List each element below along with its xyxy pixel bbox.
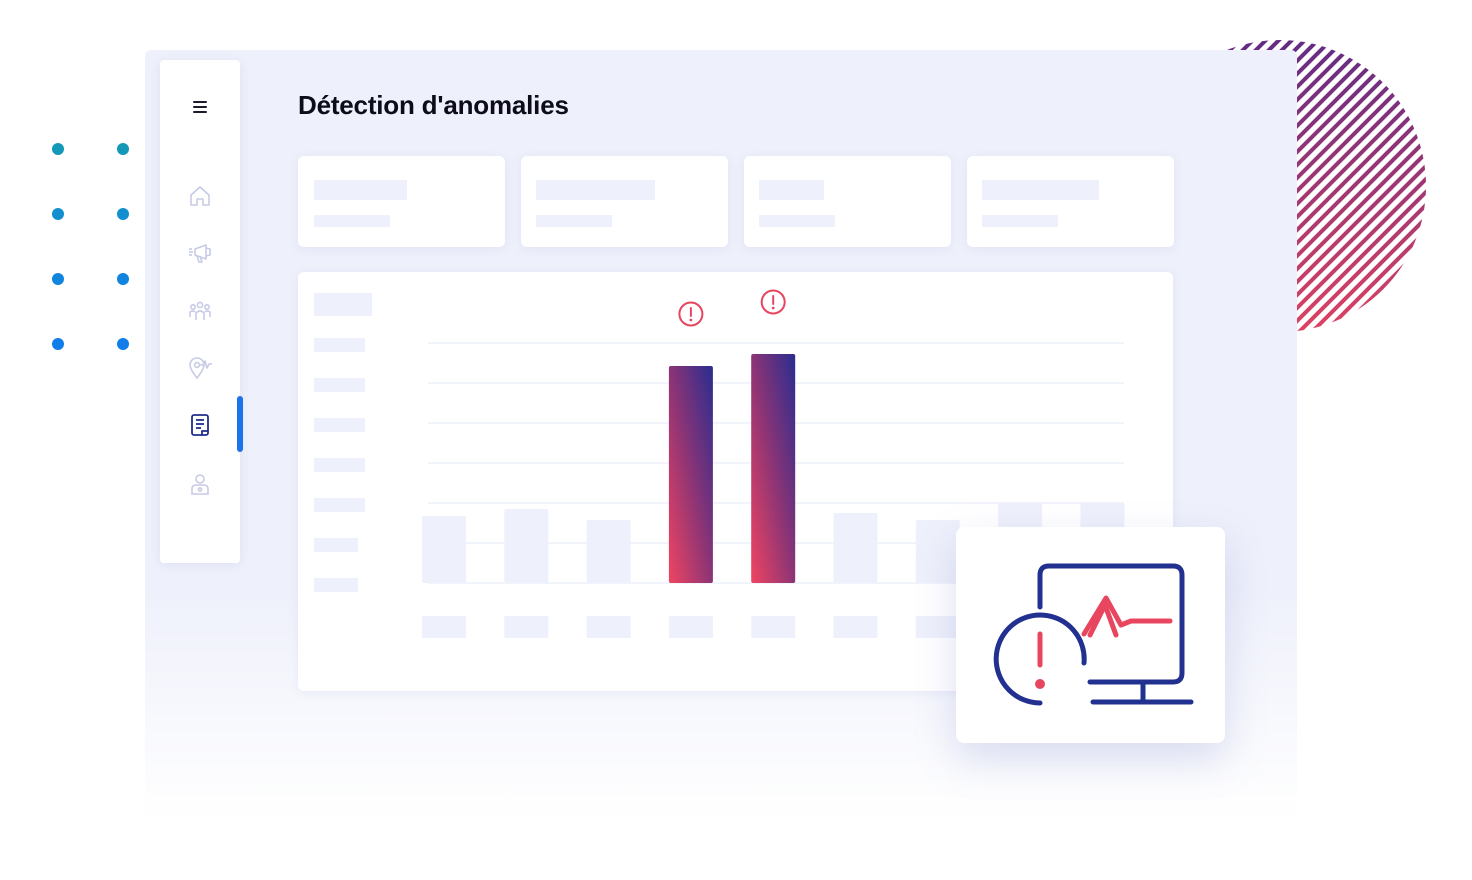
dot <box>52 273 64 285</box>
dot <box>52 143 64 155</box>
megaphone-icon[interactable] <box>186 239 214 267</box>
x-tick-label <box>751 616 796 638</box>
home-icon[interactable] <box>186 182 214 210</box>
stripe-line <box>1308 40 1426 332</box>
x-tick-label <box>915 616 960 638</box>
alert-icon <box>678 301 704 327</box>
bar <box>915 520 960 583</box>
location-pulse-icon[interactable] <box>186 354 214 382</box>
kpi-card[interactable] <box>967 156 1174 247</box>
y-tick-label <box>314 538 358 552</box>
kpi-value-placeholder <box>982 215 1058 227</box>
dot <box>117 143 129 155</box>
stripe-line <box>1282 40 1426 332</box>
stripe-line <box>1295 40 1426 332</box>
kpi-card[interactable] <box>298 156 505 247</box>
chart-title-placeholder <box>314 293 372 316</box>
y-tick-label <box>314 458 365 472</box>
dot <box>117 273 129 285</box>
monitor-alert-card <box>956 527 1225 743</box>
stripe-line <box>1425 40 1426 332</box>
kpi-title-placeholder <box>536 180 655 200</box>
y-tick-label <box>314 338 365 352</box>
stripe-line <box>1243 40 1426 332</box>
y-tick-label <box>314 378 365 392</box>
x-tick-label <box>668 616 713 638</box>
sidebar <box>160 60 240 563</box>
stripe-line <box>1256 40 1426 332</box>
alert-icon <box>760 289 786 315</box>
y-tick-label <box>314 418 365 432</box>
report-icon[interactable] <box>186 411 214 439</box>
kpi-value-placeholder <box>759 215 835 227</box>
stripe-line <box>1269 40 1426 332</box>
bar <box>422 516 466 583</box>
kpi-card[interactable] <box>521 156 728 247</box>
bar <box>833 513 878 583</box>
bar <box>504 509 549 583</box>
kpi-value-placeholder <box>536 215 612 227</box>
x-tick-label <box>586 616 631 638</box>
kpi-card[interactable] <box>744 156 951 247</box>
dot <box>52 338 64 350</box>
bar <box>586 520 631 583</box>
user-icon[interactable] <box>186 470 214 498</box>
page-title: Détection d'anomalies <box>298 90 569 120</box>
decorative-dots <box>52 143 132 353</box>
dot <box>117 338 129 350</box>
x-tick-label <box>833 616 878 638</box>
anomaly-bar <box>668 366 713 583</box>
kpi-title-placeholder <box>982 180 1099 200</box>
y-tick-label <box>314 498 365 512</box>
people-icon[interactable] <box>186 297 214 325</box>
hamburger-icon[interactable] <box>186 93 214 121</box>
dot <box>52 208 64 220</box>
dot <box>117 208 129 220</box>
kpi-title-placeholder <box>759 180 824 200</box>
sidebar-active-indicator <box>237 396 243 452</box>
anomaly-bar <box>751 354 796 583</box>
x-tick-label <box>504 616 549 638</box>
kpi-title-placeholder <box>314 180 407 200</box>
x-tick-label <box>422 616 466 638</box>
y-tick-label <box>314 578 358 592</box>
monitor-alert-icon <box>993 563 1194 706</box>
kpi-value-placeholder <box>314 215 390 227</box>
